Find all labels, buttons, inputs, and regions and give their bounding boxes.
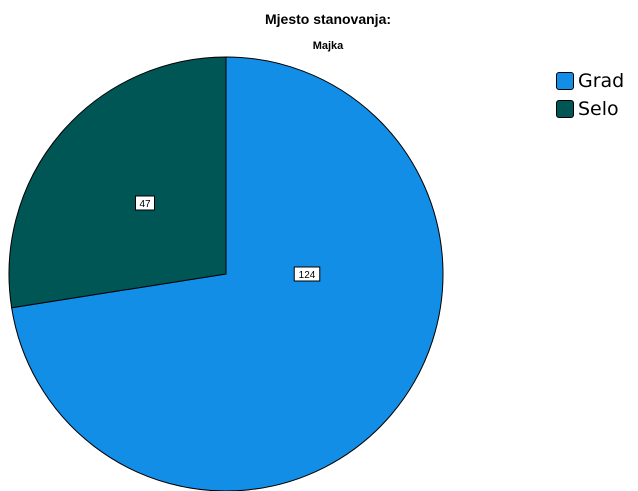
legend-item-grad: Grad — [556, 67, 624, 95]
legend-swatch-grad — [556, 72, 574, 90]
data-label-grad: 124 — [293, 266, 321, 282]
legend: Grad Selo — [556, 67, 624, 123]
chart-title: Mjesto stanovanja: — [264, 11, 392, 27]
legend-label-selo: Selo — [578, 98, 619, 120]
legend-swatch-selo — [556, 100, 574, 118]
pie-slice-selo — [8, 56, 227, 309]
chart-subtitle: Majka — [312, 40, 344, 52]
svg-text:47: 47 — [139, 199, 151, 210]
legend-item-selo: Selo — [556, 95, 624, 123]
pie-slice-grad — [11, 56, 444, 491]
legend-label-grad: Grad — [578, 70, 625, 92]
data-label-selo: 47 — [135, 195, 155, 211]
svg-text:124: 124 — [299, 270, 316, 281]
